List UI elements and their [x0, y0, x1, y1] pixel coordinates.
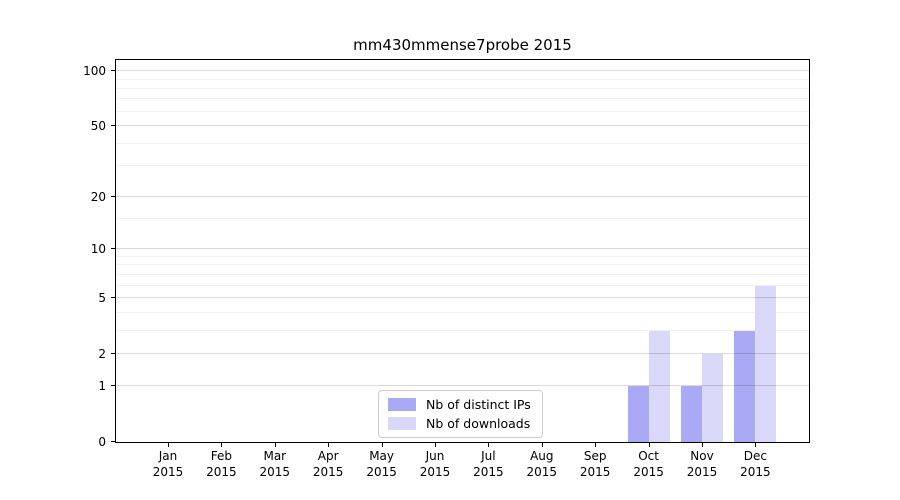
x-tick-mark: [702, 442, 703, 447]
y-tick-label: 0: [98, 435, 106, 449]
y-tick-label: 20: [90, 190, 106, 205]
x-tick-label-nov: Nov 2015: [686, 449, 718, 479]
legend-swatch-distinct-ips-icon: [388, 398, 416, 411]
plot-area: Nb of distinct IPs Nb of downloads: [111, 59, 810, 447]
chart-title: mm430mmense7probe 2015: [353, 36, 572, 54]
gridline-minor: [116, 78, 809, 80]
x-tick-mark: [381, 442, 383, 447]
x-tick-label-jun: Jun 2015: [419, 449, 451, 479]
x-tick-mark: [595, 442, 597, 447]
x-tick-label-mar: Mar 2015: [259, 449, 291, 479]
legend-swatch-downloads-icon: [388, 417, 416, 430]
x-tick-mark: [755, 442, 757, 447]
gridline-minor: [116, 311, 809, 313]
x-tick-label-sep: Sep 2015: [579, 449, 611, 479]
x-tick-label-jul: Jul 2015: [473, 449, 504, 479]
y-tick-mark: [111, 352, 116, 354]
gridline-major: [116, 297, 809, 299]
gridline-major: [116, 125, 809, 127]
y-tick-mark: [111, 441, 116, 442]
y-tick-label: 2: [98, 346, 106, 361]
gridline-minor: [116, 264, 809, 266]
gridline-minor: [116, 98, 809, 100]
bar-downloads-nov: [702, 353, 723, 442]
y-tick-mark: [111, 248, 116, 250]
gridline-minor: [116, 142, 809, 144]
x-tick-label-jan: Jan 2015: [152, 449, 184, 479]
legend-item-downloads: Nb of downloads: [388, 416, 531, 431]
bar-downloads-dec: [755, 285, 777, 442]
x-tick-label-feb: Feb 2015: [206, 449, 237, 479]
y-tick-mark: [111, 385, 116, 387]
y-tick-label: 100: [83, 64, 106, 79]
y-tick-mark: [111, 297, 116, 299]
y-tick-label: 50: [90, 119, 106, 134]
x-tick-label-oct: Oct 2015: [633, 449, 664, 479]
gridline-minor: [116, 329, 809, 331]
gridline-major: [116, 248, 809, 250]
legend-item-distinct-ips: Nb of distinct IPs: [388, 397, 531, 412]
legend-label-downloads: Nb of downloads: [426, 416, 531, 431]
gridline-minor: [116, 110, 809, 112]
gridline-minor: [116, 218, 809, 220]
x-tick-mark: [488, 442, 490, 447]
bar-distinct-ips-dec: [734, 330, 756, 442]
x-tick-mark: [328, 442, 330, 447]
gridline-minor: [116, 165, 809, 167]
y-tick-mark: [111, 125, 116, 127]
y-tick-label: 5: [98, 291, 106, 305]
x-tick-mark: [221, 442, 223, 447]
x-tick-label-may: May 2015: [366, 449, 397, 479]
gridline-minor: [116, 273, 809, 275]
x-tick-mark: [168, 442, 169, 447]
x-tick-mark: [541, 442, 543, 447]
legend: Nb of distinct IPs Nb of downloads: [378, 390, 543, 438]
gridline-major: [116, 196, 809, 198]
x-tick-mark: [435, 442, 436, 447]
y-tick-label: 1: [98, 379, 106, 394]
x-tick-label-apr: Apr 2015: [312, 449, 344, 479]
gridline-minor: [116, 284, 809, 286]
x-tick-mark: [274, 442, 276, 447]
gridline-minor: [116, 255, 809, 257]
gridline-minor: [116, 87, 809, 89]
y-tick-label: 10: [90, 242, 106, 257]
bar-downloads-oct: [648, 330, 670, 442]
y-tick-mark: [111, 196, 116, 198]
legend-label-distinct-ips: Nb of distinct IPs: [426, 397, 531, 412]
y-tick-mark: [111, 70, 116, 72]
x-tick-label-dec: Dec 2015: [740, 449, 771, 479]
x-tick-mark: [648, 442, 650, 447]
bar-distinct-ips-nov: [681, 386, 702, 442]
x-tick-label-aug: Aug 2015: [526, 449, 558, 479]
gridline-major: [116, 70, 809, 72]
bar-distinct-ips-oct: [627, 386, 649, 442]
